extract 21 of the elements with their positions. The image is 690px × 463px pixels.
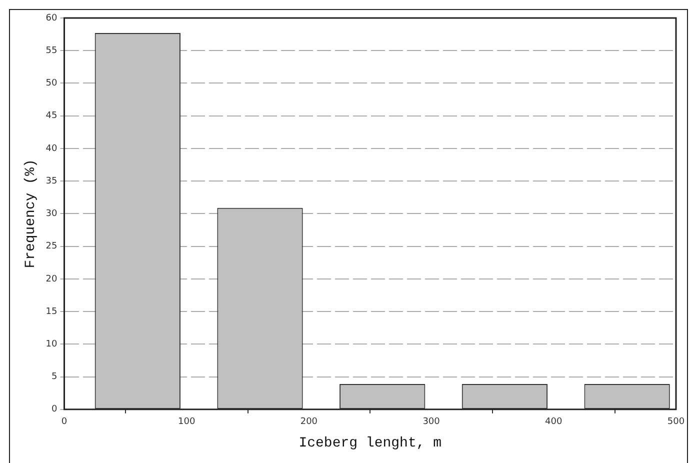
y-tick-label: 15 xyxy=(46,306,58,317)
y-tick-label: 20 xyxy=(46,274,58,284)
y-tick-label: 5 xyxy=(52,372,58,382)
x-tick-label: 100 xyxy=(178,417,196,428)
x-tick-label: 400 xyxy=(545,417,563,428)
y-tick-label: 35 xyxy=(46,176,58,186)
y-tick-label: 10 xyxy=(46,340,58,350)
y-tick-label: 40 xyxy=(46,144,58,154)
y-tick-label: 0 xyxy=(52,404,58,415)
x-tick-label: 500 xyxy=(667,417,685,428)
y-tick-label: 55 xyxy=(46,46,58,56)
y-tick-label: 25 xyxy=(46,242,58,252)
y-tick-label: 45 xyxy=(46,111,58,122)
y-axis-title: Frequency (%) xyxy=(23,159,40,268)
x-axis-title: Iceberg lenght, m xyxy=(298,435,442,452)
x-tick-label: 200 xyxy=(300,417,318,428)
y-tick-label: 60 xyxy=(46,13,58,24)
x-tick-label: 300 xyxy=(422,417,440,428)
y-tick-label: 50 xyxy=(46,78,58,89)
y-tick-label: 30 xyxy=(46,209,58,220)
x-tick-label: 0 xyxy=(61,417,68,428)
